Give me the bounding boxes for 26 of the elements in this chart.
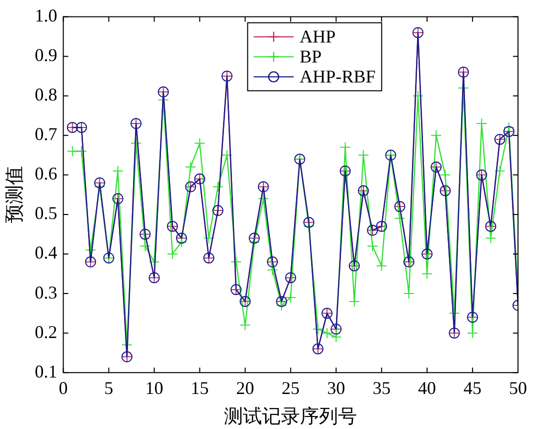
x-tick-label: 15 <box>190 378 209 398</box>
y-tick-label: 0.3 <box>34 282 58 302</box>
x-tick-label: 25 <box>282 378 300 398</box>
x-tick-label: 0 <box>58 378 68 398</box>
y-tick-label: 0.2 <box>34 322 58 342</box>
y-tick-label: 0.8 <box>34 84 58 105</box>
y-axis-title: 预测值 <box>4 166 26 224</box>
x-tick-label: 20 <box>236 378 254 398</box>
legend-label: BP <box>300 46 322 67</box>
x-tick-label: 5 <box>104 378 114 398</box>
x-tick-label: 10 <box>145 378 164 398</box>
y-tick-label: 0.5 <box>34 203 58 224</box>
x-tick-label: 50 <box>509 378 527 398</box>
y-tick-label: 0.1 <box>34 361 58 382</box>
x-tick-label: 30 <box>327 378 346 398</box>
legend-label: AHP <box>300 26 336 47</box>
y-tick-label: 0.4 <box>34 242 58 263</box>
y-tick-label: 0.7 <box>34 124 58 144</box>
x-tick-label: 45 <box>464 378 482 398</box>
x-tick-label: 40 <box>418 378 436 398</box>
y-tick-label: 0.6 <box>34 164 58 184</box>
x-tick-label: 35 <box>372 378 391 398</box>
x-axis-title: 测试记录序列号 <box>224 406 358 428</box>
legend-label: AHP-RBF <box>300 66 376 87</box>
y-tick-label: 1.0 <box>34 6 58 26</box>
y-tick-label: 0.9 <box>34 45 58 66</box>
